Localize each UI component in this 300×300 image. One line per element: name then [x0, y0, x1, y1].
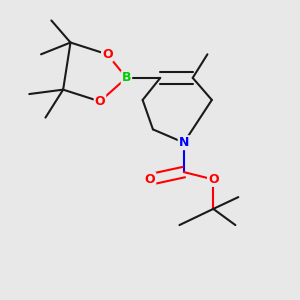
Text: O: O — [208, 173, 219, 186]
Text: N: N — [179, 136, 189, 149]
Text: O: O — [94, 95, 105, 108]
Text: O: O — [145, 173, 155, 186]
Text: B: B — [122, 71, 131, 84]
Text: O: O — [102, 48, 112, 61]
